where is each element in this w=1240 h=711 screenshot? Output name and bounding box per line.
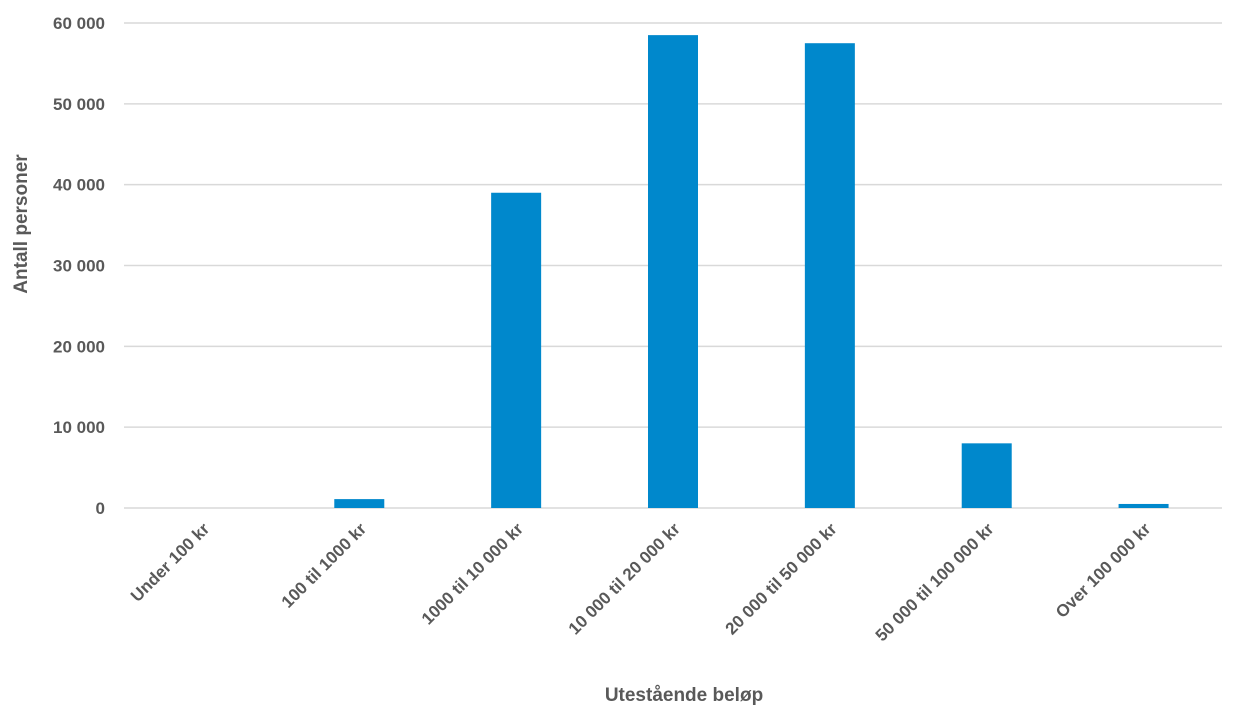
bar xyxy=(491,192,542,508)
y-tick-label: 60 000 xyxy=(53,14,105,33)
bar xyxy=(1118,503,1169,508)
y-tick-label: 50 000 xyxy=(53,95,105,114)
x-tick-label: 20 000 til 50 000 kr xyxy=(722,519,841,638)
x-tick-label: 100 til 1000 kr xyxy=(278,519,371,612)
x-tick-label: Under 100 kr xyxy=(127,519,214,606)
y-tick-labels: 0 10 000 20 000 30 000 40 000 50 000 60 000 xyxy=(53,14,105,518)
y-tick-label: 30 000 xyxy=(53,257,105,276)
bar xyxy=(334,499,385,508)
x-tick-labels: Under 100 kr 100 til 1000 kr 1000 til 10 0… xyxy=(127,519,1155,645)
y-tick-label: 10 000 xyxy=(53,418,105,437)
y-tick-label: 20 000 xyxy=(53,337,105,356)
x-tick-label: 10 000 til 20 000 kr xyxy=(565,519,684,638)
x-axis-title: Utestående beløp xyxy=(605,685,763,706)
bar xyxy=(648,35,698,508)
x-tick-label: 1000 til 10 000 kr xyxy=(418,519,527,628)
x-tick-label: Over 100 000 kr xyxy=(1052,519,1155,622)
x-tick-label: 50 000 til 100 000 kr xyxy=(872,519,998,645)
y-tick-label: 40 000 xyxy=(53,176,105,195)
y-tick-label: 0 xyxy=(96,499,105,518)
y-axis-title: Antall personer xyxy=(11,154,32,294)
bar xyxy=(804,43,855,508)
bars xyxy=(334,35,1169,508)
bar xyxy=(961,443,1012,508)
